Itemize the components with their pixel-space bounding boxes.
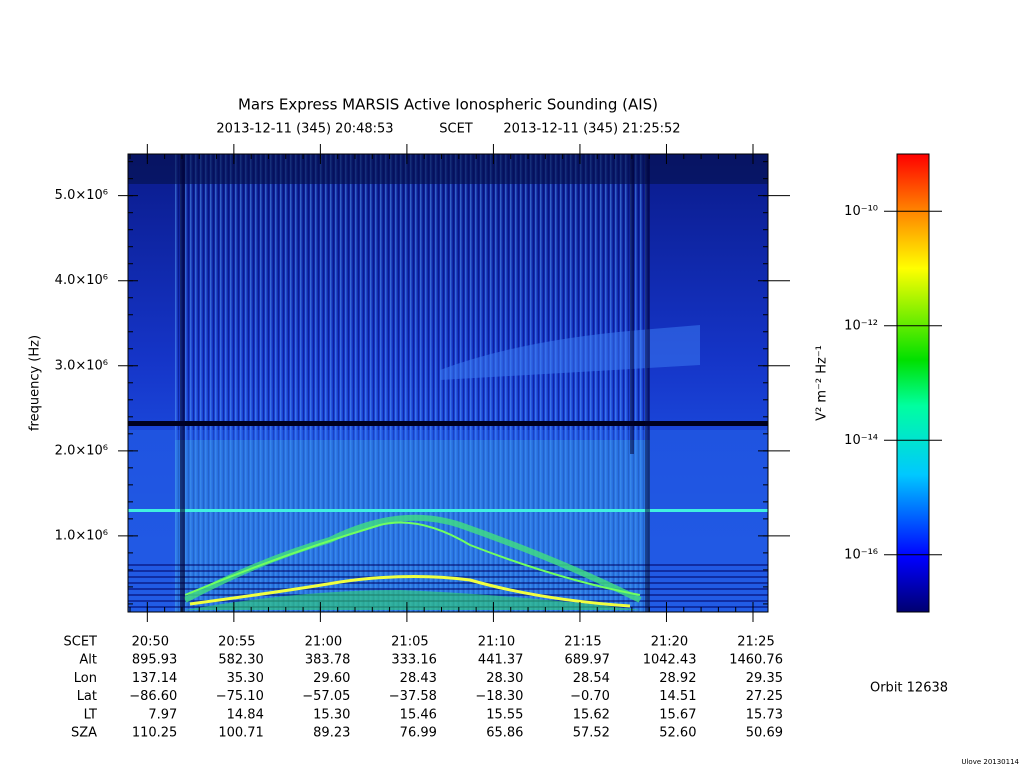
ephemeris-value: −57.05 [302, 689, 350, 704]
y-tick-label: 5.0×10⁶ [55, 188, 108, 203]
ephemeris-value: 28.92 [659, 671, 696, 686]
ephemeris-value: 689.97 [564, 653, 610, 668]
ephemeris-value: 15.73 [746, 707, 783, 722]
ephemeris-value: 28.30 [486, 671, 523, 686]
ephemeris-value: 15.67 [659, 707, 696, 722]
ephemeris-value: 15.30 [313, 707, 350, 722]
ephemeris-value: 52.60 [659, 726, 696, 741]
ephemeris-value: 76.99 [400, 726, 437, 741]
ephemeris-value: 895.93 [132, 653, 178, 668]
ephemeris-value: 35.30 [227, 671, 264, 686]
x-tick-label: 20:55 [218, 635, 255, 650]
ephemeris-value: 29.35 [746, 671, 783, 686]
spectrogram [128, 154, 768, 612]
y-tick-label: 3.0×10⁶ [55, 358, 108, 373]
ephemeris-value: −37.58 [389, 689, 437, 704]
ephemeris-value: −75.10 [216, 689, 264, 704]
ephemeris-value: 65.86 [486, 726, 523, 741]
colorbar-label: V² m⁻² Hz⁻¹ [815, 345, 830, 421]
x-tick-label: 21:20 [651, 635, 688, 650]
x-tick-label: 20:50 [132, 635, 169, 650]
ephemeris-value: 100.71 [218, 726, 264, 741]
chart-title: Mars Express MARSIS Active Ionospheric S… [238, 96, 658, 114]
ephemeris-label: Lon [74, 671, 97, 686]
footer: Ulove 20130114 [961, 758, 1019, 766]
ephemeris-label: Alt [79, 653, 97, 668]
colorbar-tick-label: 10⁻¹² [844, 318, 878, 333]
ephemeris-value: 57.52 [573, 726, 610, 741]
ephemeris-value: −18.30 [475, 689, 523, 704]
ephemeris-value: 137.14 [132, 671, 178, 686]
colorbar [896, 153, 930, 613]
ephemeris-value: 7.97 [148, 707, 177, 722]
colorbar-tick-label: 10⁻¹⁰ [844, 204, 878, 219]
x-tick-label: 21:05 [391, 635, 428, 650]
ephemeris-value: 1460.76 [729, 653, 783, 668]
ephemeris-value: 582.30 [218, 653, 264, 668]
colorbar-tick-label: 10⁻¹⁴ [844, 433, 878, 448]
x-tick-label: 21:10 [478, 635, 515, 650]
y-tick-label: 4.0×10⁶ [55, 273, 108, 288]
ephemeris-value: −0.70 [570, 689, 610, 704]
ephemeris-value: 27.25 [746, 689, 783, 704]
ephemeris-value: 29.60 [313, 671, 350, 686]
end-time: 2013-12-11 (345) 21:25:52 [503, 122, 680, 137]
ephemeris-value: 15.55 [486, 707, 523, 722]
ephemeris-value: 110.25 [132, 726, 178, 741]
ephemeris-value: 383.78 [305, 653, 351, 668]
colorbar-tick-label: 10⁻¹⁶ [844, 547, 878, 562]
ephemeris-label: LT [84, 707, 97, 722]
y-tick-label: 1.0×10⁶ [55, 528, 108, 543]
x-tick-label: 21:00 [305, 635, 342, 650]
ephemeris-value: 14.84 [227, 707, 264, 722]
ephemeris-value: 15.46 [400, 707, 437, 722]
ephemeris-value: 1042.43 [643, 653, 697, 668]
time-system: SCET [439, 122, 473, 137]
ephemeris-value: 14.51 [659, 689, 696, 704]
ephemeris-value: 441.37 [478, 653, 524, 668]
y-tick-label: 2.0×10⁶ [55, 443, 108, 458]
x-tick-label: 21:15 [564, 635, 601, 650]
ephemeris-label: Lat [77, 689, 97, 704]
ephemeris-label: SZA [71, 726, 97, 741]
orbit: Orbit 12638 [870, 681, 948, 696]
ephemeris-label: SCET [64, 635, 98, 650]
ephemeris-value: −86.60 [129, 689, 177, 704]
start-time: 2013-12-11 (345) 20:48:53 [216, 122, 393, 137]
ephemeris-value: 333.16 [391, 653, 437, 668]
ephemeris-value: 50.69 [746, 726, 783, 741]
ephemeris-value: 15.62 [573, 707, 610, 722]
y-axis-label: frequency (Hz) [28, 335, 43, 431]
ephemeris-value: 28.43 [400, 671, 437, 686]
ephemeris-value: 89.23 [313, 726, 350, 741]
x-tick-label: 21:25 [737, 635, 774, 650]
ephemeris-value: 28.54 [573, 671, 610, 686]
